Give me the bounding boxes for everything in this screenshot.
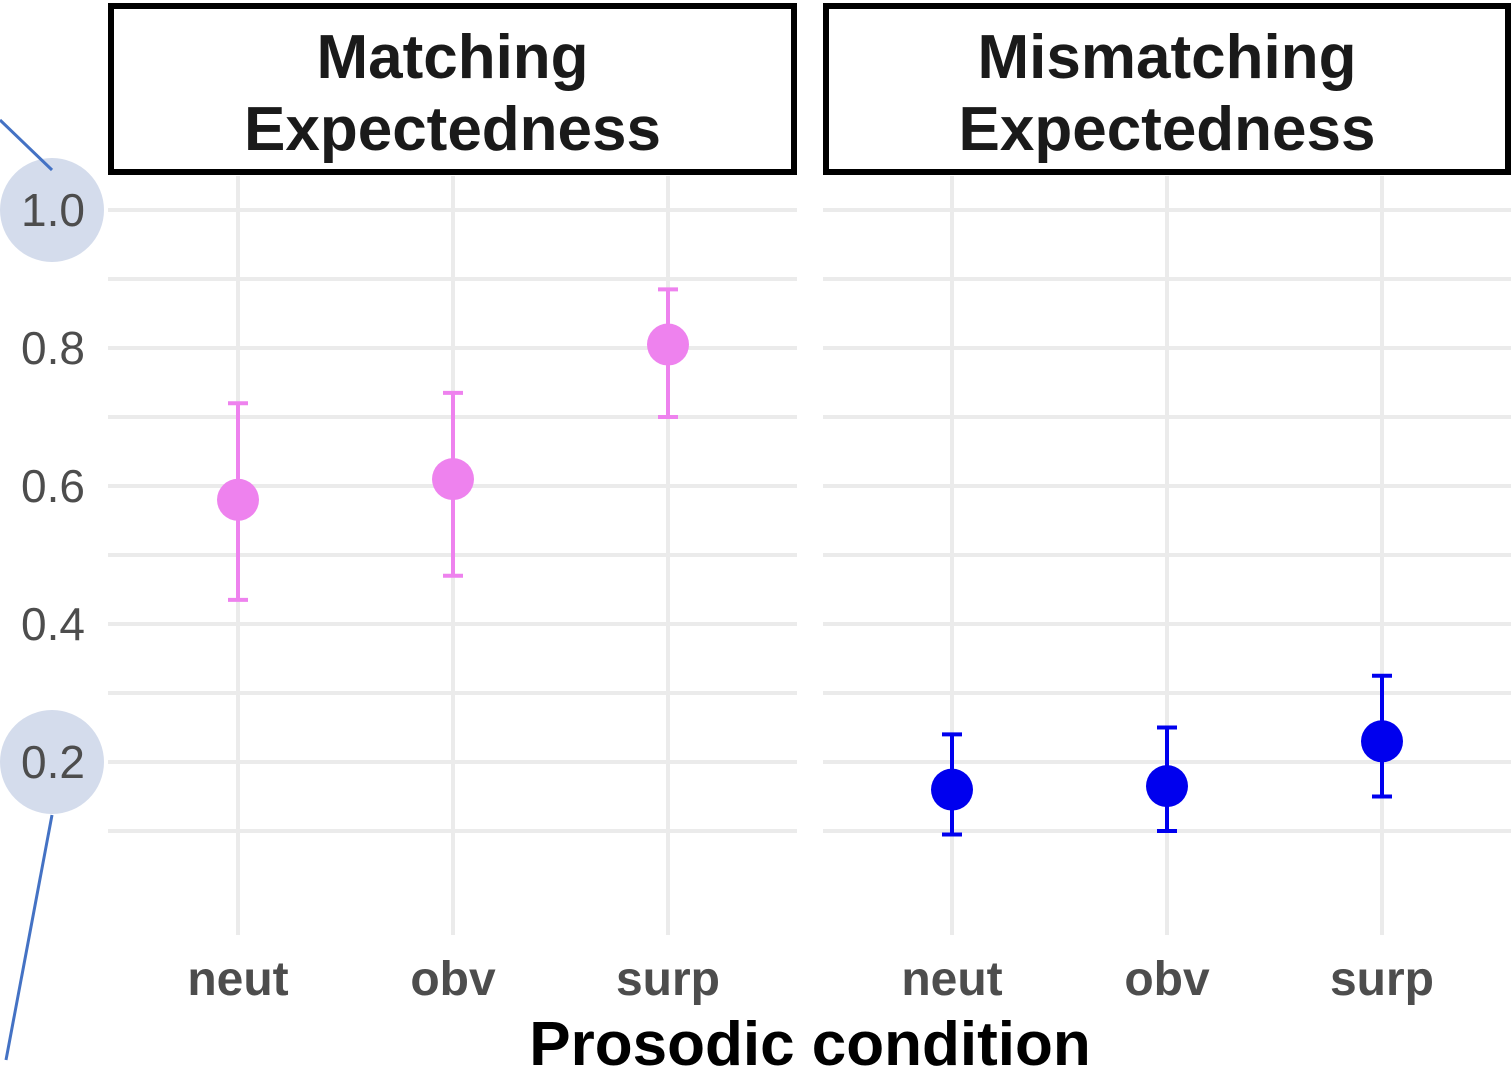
data-point (432, 458, 474, 501)
data-point (1146, 765, 1188, 808)
x-tick-label: neut (901, 953, 1002, 1006)
y-axis-ticks: 0.2 0.4 0.6 0.8 1.0 (21, 184, 85, 788)
facet-strip-title: Mismatching (978, 23, 1357, 92)
y-tick-label: 0.4 (21, 598, 85, 650)
data-point (931, 768, 973, 811)
data-point (217, 478, 259, 521)
y-tick-label: 1.0 (21, 184, 85, 236)
facet-strip-title: Matching (316, 23, 588, 92)
x-tick-label: neut (187, 953, 288, 1006)
tick-highlight-circle (0, 710, 104, 814)
x-tick-label: surp (1330, 953, 1434, 1006)
data-point (1361, 720, 1403, 763)
data-point (647, 323, 689, 366)
callout-line-bottom (4, 814, 54, 1061)
callout-annotations (0, 118, 104, 1061)
gridlines (108, 176, 1511, 935)
callout-line-top (0, 118, 54, 172)
tick-highlight-circle (0, 158, 104, 262)
facet-strip-title: Expectedness (244, 95, 661, 164)
y-tick-label: 0.2 (21, 736, 85, 788)
y-tick-label: 0.8 (21, 322, 85, 374)
facet-strip-title: Expectedness (959, 95, 1376, 164)
x-tick-label: obv (1124, 953, 1210, 1006)
facet-strip-box (108, 3, 797, 175)
facet-strip-box (823, 3, 1511, 175)
x-axis-label: Prosodic condition (529, 1010, 1090, 1071)
x-tick-label: obv (410, 953, 496, 1006)
x-tick-label: surp (616, 953, 720, 1006)
y-tick-label: 0.6 (21, 460, 85, 512)
